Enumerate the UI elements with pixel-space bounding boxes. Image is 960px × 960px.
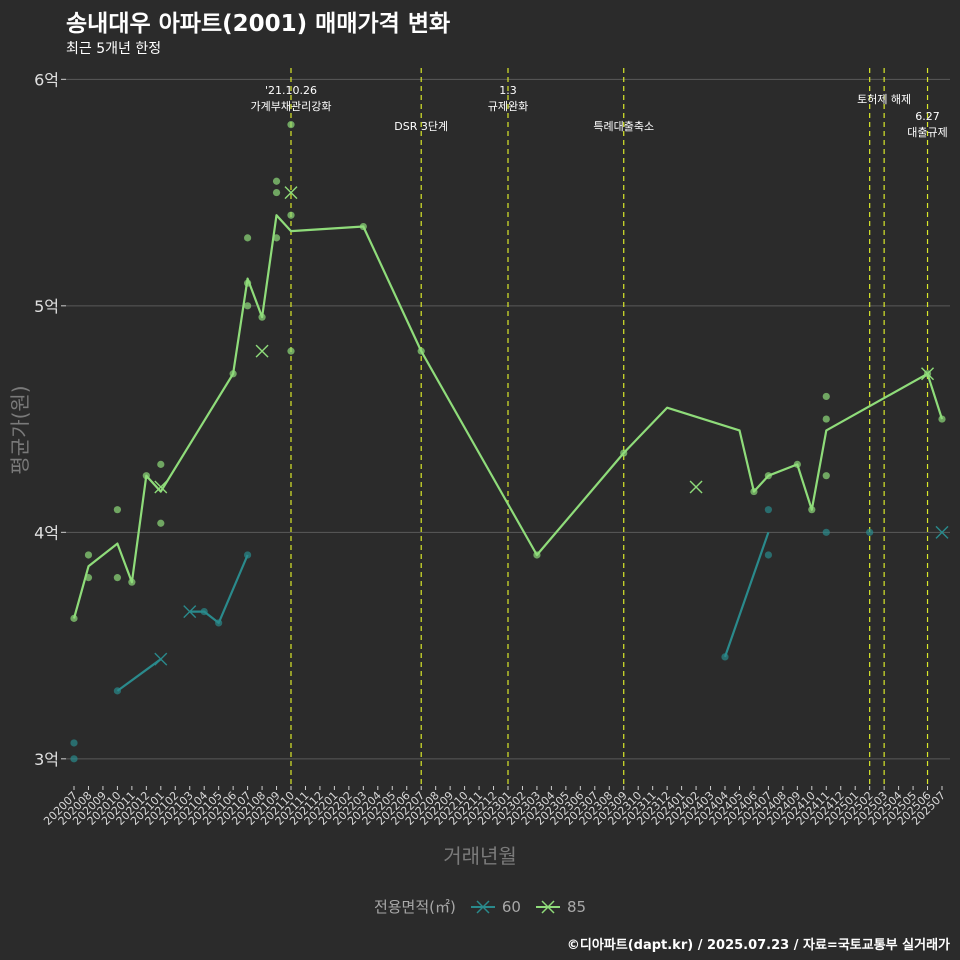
data-point-85 <box>287 347 295 355</box>
event-label: 토허제 해제 <box>857 92 911 106</box>
data-point-85 <box>272 177 281 185</box>
series-60 <box>70 506 949 763</box>
chart-subtitle: 최근 5개년 한정 <box>66 41 162 57</box>
x-marker-stroke <box>935 525 949 539</box>
data-point-85 <box>822 472 830 480</box>
series-85 <box>70 121 946 622</box>
data-point-60 <box>822 528 830 536</box>
x-marker-85 <box>921 367 935 381</box>
event-label: 6.27 <box>915 110 940 123</box>
x-marker-85 <box>284 186 298 200</box>
event-label: 가계부채관리강화 <box>251 100 332 113</box>
data-point-85 <box>128 578 136 586</box>
data-point-85 <box>244 234 252 242</box>
event-label: DSR 3단계 <box>394 120 448 133</box>
series-line-60 <box>116 658 162 692</box>
event-label: 대출규제 <box>907 126 947 139</box>
series-line-60 <box>723 531 770 658</box>
data-point-60 <box>721 653 729 661</box>
x-marker-stroke <box>284 186 298 200</box>
x-marker-stroke <box>154 652 168 666</box>
data-point-85 <box>272 188 281 197</box>
data-point-60 <box>215 619 223 627</box>
data-point-85 <box>359 222 367 231</box>
data-point-60 <box>764 551 773 559</box>
x-marker-stroke <box>689 480 703 494</box>
legend-swatch-60 <box>470 899 495 914</box>
data-point-85 <box>938 415 946 423</box>
data-point-60 <box>764 506 773 514</box>
data-point-60 <box>200 607 208 616</box>
data-point-85 <box>793 460 801 468</box>
x-marker-60 <box>935 525 949 539</box>
data-point-85 <box>113 506 121 514</box>
y-tick-label: 5억 <box>34 297 59 316</box>
data-point-85 <box>620 449 628 457</box>
data-point-85 <box>113 574 121 582</box>
data-point-85 <box>157 519 165 527</box>
event-label: 특례대출축소 <box>593 120 654 133</box>
data-point-85 <box>70 614 78 622</box>
data-point-60 <box>866 528 874 536</box>
series-line-85 <box>72 214 944 619</box>
data-point-85 <box>258 313 266 321</box>
data-point-85 <box>157 460 165 468</box>
data-point-85 <box>808 506 816 514</box>
y-axis-label: 평균가(원) <box>8 385 32 475</box>
data-point-85 <box>84 574 93 582</box>
data-point-85 <box>244 302 252 310</box>
data-point-60 <box>70 739 78 747</box>
data-point-85 <box>272 234 281 242</box>
legend-item-85: 85 <box>535 898 586 916</box>
data-point-85 <box>417 347 425 355</box>
x-axis-label: 거래년월 <box>443 844 517 868</box>
data-point-60 <box>113 687 121 695</box>
data-point-85 <box>142 472 150 480</box>
x-marker-stroke <box>183 605 197 619</box>
data-point-60 <box>70 755 78 763</box>
data-point-85 <box>822 415 830 423</box>
x-marker-60 <box>183 605 197 619</box>
legend-label-85: 85 <box>566 897 587 916</box>
chart-title: 송내대우 아파트(2001) 매매가격 변화 <box>66 11 451 37</box>
data-point-85 <box>822 392 830 401</box>
legend: 전용면적(㎡) 60 85 <box>0 896 960 917</box>
y-tick-label: 3억 <box>34 750 59 769</box>
x-marker-stroke <box>255 344 269 358</box>
series-line-60 <box>189 554 249 624</box>
data-point-85 <box>287 211 295 219</box>
x-marker-85 <box>154 480 168 494</box>
data-point-85 <box>287 121 295 129</box>
data-point-85 <box>244 279 252 287</box>
data-point-85 <box>84 551 93 559</box>
event-label: 규제완화 <box>488 100 528 113</box>
x-marker-85 <box>255 344 269 358</box>
y-tick-label: 6억 <box>34 70 59 89</box>
y-axis: 3억 4억 5억 6억 <box>34 70 66 769</box>
data-point-85 <box>533 551 541 559</box>
x-marker-stroke <box>921 367 935 381</box>
legend-title: 전용면적(㎡) <box>373 898 456 916</box>
source-caption: ©디아파트(dapt.kr) / 2025.07.23 / 자료=국토교통부 실… <box>566 938 950 953</box>
data-point-85 <box>764 472 773 480</box>
data-point-60 <box>244 551 252 559</box>
legend-label-60: 60 <box>501 897 521 916</box>
event-label: '21.10.26 <box>265 84 317 97</box>
x-axis: 2020072020082020092020102020112020122021… <box>41 786 948 828</box>
legend-swatch-85 <box>535 899 560 914</box>
x-marker-stroke <box>154 480 168 494</box>
data-point-85 <box>229 370 237 378</box>
data-point-85 <box>750 487 758 496</box>
event-label: 1.3 <box>499 84 517 97</box>
series-layer <box>70 121 949 763</box>
y-tick-label: 4억 <box>34 523 59 542</box>
x-marker-60 <box>154 652 168 666</box>
legend-item-60: 60 <box>470 898 521 916</box>
x-marker-85 <box>689 480 703 494</box>
